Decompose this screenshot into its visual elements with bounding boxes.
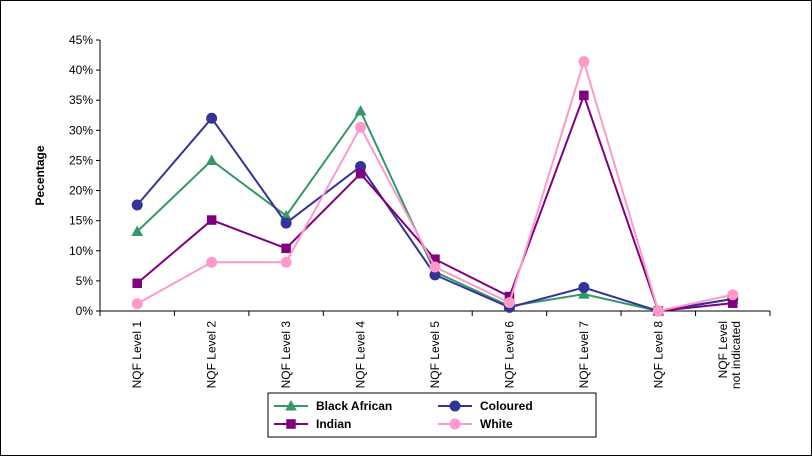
x-tick-label: NQF Level 6 xyxy=(502,321,516,389)
x-tick-label: NQF Level 8 xyxy=(651,321,665,389)
x-tick-label: NQF Level not indicated xyxy=(716,321,743,389)
x-tick-label: NQF Level 1 xyxy=(130,321,144,389)
y-tick-label: 40% xyxy=(69,63,93,77)
data-point xyxy=(354,105,367,116)
data-point xyxy=(131,298,143,310)
data-point xyxy=(578,56,590,68)
y-tick-label: 10% xyxy=(69,244,93,258)
x-tick-label: NQF Level 4 xyxy=(354,321,368,389)
data-point xyxy=(355,121,367,133)
data-point xyxy=(429,261,441,273)
data-point xyxy=(131,225,144,237)
y-tick-label: 5% xyxy=(76,274,94,288)
x-tick-label: NQF Level 2 xyxy=(205,321,219,389)
legend-marker xyxy=(449,400,461,412)
legend-marker xyxy=(285,399,297,411)
x-tick-label: NQF Level 7 xyxy=(577,321,591,389)
series-line-0 xyxy=(136,109,733,313)
x-tick-label: NQF Level 3 xyxy=(279,321,293,389)
legend-label: Black African xyxy=(316,399,392,413)
data-point xyxy=(578,288,590,299)
legend-label: White xyxy=(480,417,513,431)
x-tick-label-line: not indicated xyxy=(729,321,743,389)
y-tick-label: 0% xyxy=(76,304,94,318)
legend-box xyxy=(267,392,597,438)
data-point xyxy=(205,154,218,165)
data-point xyxy=(355,168,366,179)
y-tick-label: 25% xyxy=(69,153,93,167)
y-tick-label: 30% xyxy=(69,123,93,137)
data-point xyxy=(132,278,142,289)
data-point xyxy=(727,289,739,301)
x-tick-label-line: NQF Level xyxy=(716,321,730,378)
y-tick-label: 20% xyxy=(69,184,93,198)
legend-marker xyxy=(286,419,296,429)
data-point xyxy=(131,199,143,211)
legend-label: Indian xyxy=(316,417,351,431)
y-tick-label: 15% xyxy=(69,214,93,228)
data-point xyxy=(280,217,292,229)
y-tick-label: 35% xyxy=(69,93,93,107)
data-point xyxy=(206,256,218,268)
data-point xyxy=(579,90,589,101)
data-point xyxy=(281,243,291,254)
legend-marker xyxy=(449,418,461,430)
data-point xyxy=(503,297,515,309)
data-point xyxy=(652,305,664,317)
data-point xyxy=(280,256,292,268)
y-tick-label: 45% xyxy=(69,33,93,47)
y-axis-label: Pecentage xyxy=(33,145,47,205)
x-tick-label: NQF Level 5 xyxy=(428,321,442,389)
data-point xyxy=(206,112,218,124)
legend-label: Coloured xyxy=(480,399,533,413)
data-point xyxy=(578,282,590,294)
series-line-1 xyxy=(136,116,733,313)
data-point xyxy=(206,215,217,225)
